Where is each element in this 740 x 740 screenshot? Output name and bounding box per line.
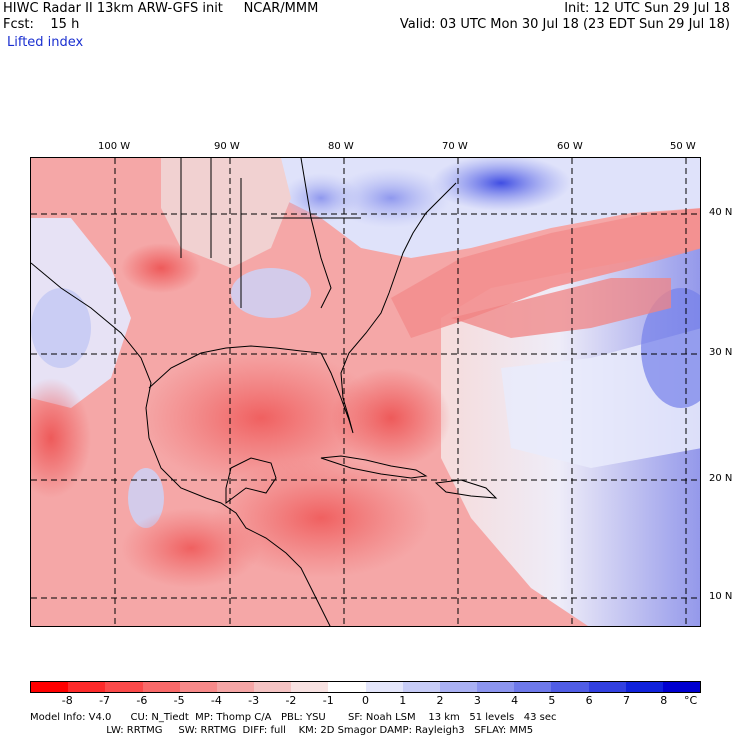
colorbar-tick-label: 0 [362, 694, 369, 707]
lon-label-60w: 60 W [557, 141, 583, 152]
southwest-blue-patch [31, 288, 91, 368]
colorbar-swatch [477, 682, 515, 692]
atlantic-red-streaks [451, 278, 671, 338]
colorbar-tick-label: -5 [173, 694, 185, 707]
colorbar-tick-label: -8 [61, 694, 73, 707]
lon-label-70w: 70 W [442, 141, 468, 152]
header-forecast-hour: Fcst: 15 h [3, 17, 80, 32]
colorbar-swatch [216, 682, 255, 692]
colorbar-swatch [142, 682, 180, 692]
colorbar-swatch [662, 682, 701, 692]
colorbar-swatch [254, 682, 292, 692]
colorbar-swatch [551, 682, 589, 692]
colorbar-tick-label: 1 [399, 694, 407, 707]
colorbar-tick-label: -1 [322, 694, 334, 707]
colorbar-tick-label: 6 [585, 694, 593, 707]
colorbar-swatch [365, 682, 403, 692]
colorbar-tick-label: 8 [660, 694, 668, 707]
lat-label-30n: 30 N [709, 347, 733, 358]
lon-label-100w: 100 W [98, 141, 131, 152]
latlon-grid [31, 158, 700, 626]
colorbar-tick-label: -3 [248, 694, 260, 707]
colorbar-swatch [439, 682, 478, 692]
coastlines-and-borders [31, 158, 498, 626]
colorbar-tick-label: 7 [622, 694, 630, 707]
colorbar-tick-label: 3 [473, 694, 481, 707]
header-init-time: Init: 12 UTC Sun 29 Jul 18 [564, 1, 730, 16]
northeast-blue-maximum [431, 158, 571, 211]
colorbar-tick-label: -2 [285, 694, 297, 707]
caribbean-red-core [211, 458, 431, 578]
pacific-mexico-red [31, 378, 91, 498]
colorbar-swatch [625, 682, 663, 692]
mid-south-blue [231, 268, 311, 318]
colorbar-tick-label: 2 [436, 694, 444, 707]
great-lakes-blue [331, 168, 451, 228]
colorbar-swatch [328, 682, 366, 692]
lifted-index-map [30, 157, 701, 627]
model-info-line1: Model Info: V4.0 CU: N_Tiedt MP: Thomp C… [30, 712, 557, 723]
colorbar-unit: °C [684, 694, 698, 707]
colorbar-swatch [179, 682, 217, 692]
mexico-plateau-blue [128, 468, 164, 528]
header-title: HIWC Radar II 13km ARW-GFS init NCAR/MMM [3, 1, 319, 16]
central-us-light [161, 158, 291, 268]
model-info-line2: LW: RRTMG SW: RRTMG DIFF: full KM: 2D Sm… [30, 725, 534, 736]
lat-label-20n: 20 N [709, 473, 733, 484]
colorbar-swatch [588, 682, 626, 692]
gulf-red-core [141, 348, 381, 488]
north-atlantic-red-band [391, 208, 700, 338]
far-east-blue-region [641, 288, 700, 408]
colorbar [30, 681, 701, 693]
colorbar-swatch [31, 682, 69, 692]
lon-label-80w: 80 W [328, 141, 354, 152]
colorbar-tick-label: 4 [511, 694, 519, 707]
colorbar-tick-label: -7 [99, 694, 111, 707]
lon-label-90w: 90 W [214, 141, 240, 152]
header-valid-time: Valid: 03 UTC Mon 30 Jul 18 (23 EDT Sun … [399, 17, 730, 32]
colorbar-swatch [105, 682, 143, 692]
colorbar-swatch [514, 682, 552, 692]
colorbar-swatch [402, 682, 440, 692]
southern-plains-red [121, 243, 201, 293]
lat-label-40n: 40 N [709, 207, 733, 218]
colorbar-swatch [291, 682, 329, 692]
colorbar-tick-label: 5 [548, 694, 556, 707]
lon-label-50w: 50 W [670, 141, 696, 152]
colorbar-tick-label: -6 [136, 694, 148, 707]
colorbar-tick-label: -4 [210, 694, 222, 707]
colorbar-swatch [68, 682, 106, 692]
field-name-label: Lifted index [7, 35, 84, 50]
map-graphic [31, 158, 700, 626]
lat-label-10n: 10 N [709, 591, 733, 602]
florida-bahamas-red [331, 368, 451, 468]
central-america-red [121, 508, 261, 588]
midwest-blue [281, 173, 361, 223]
